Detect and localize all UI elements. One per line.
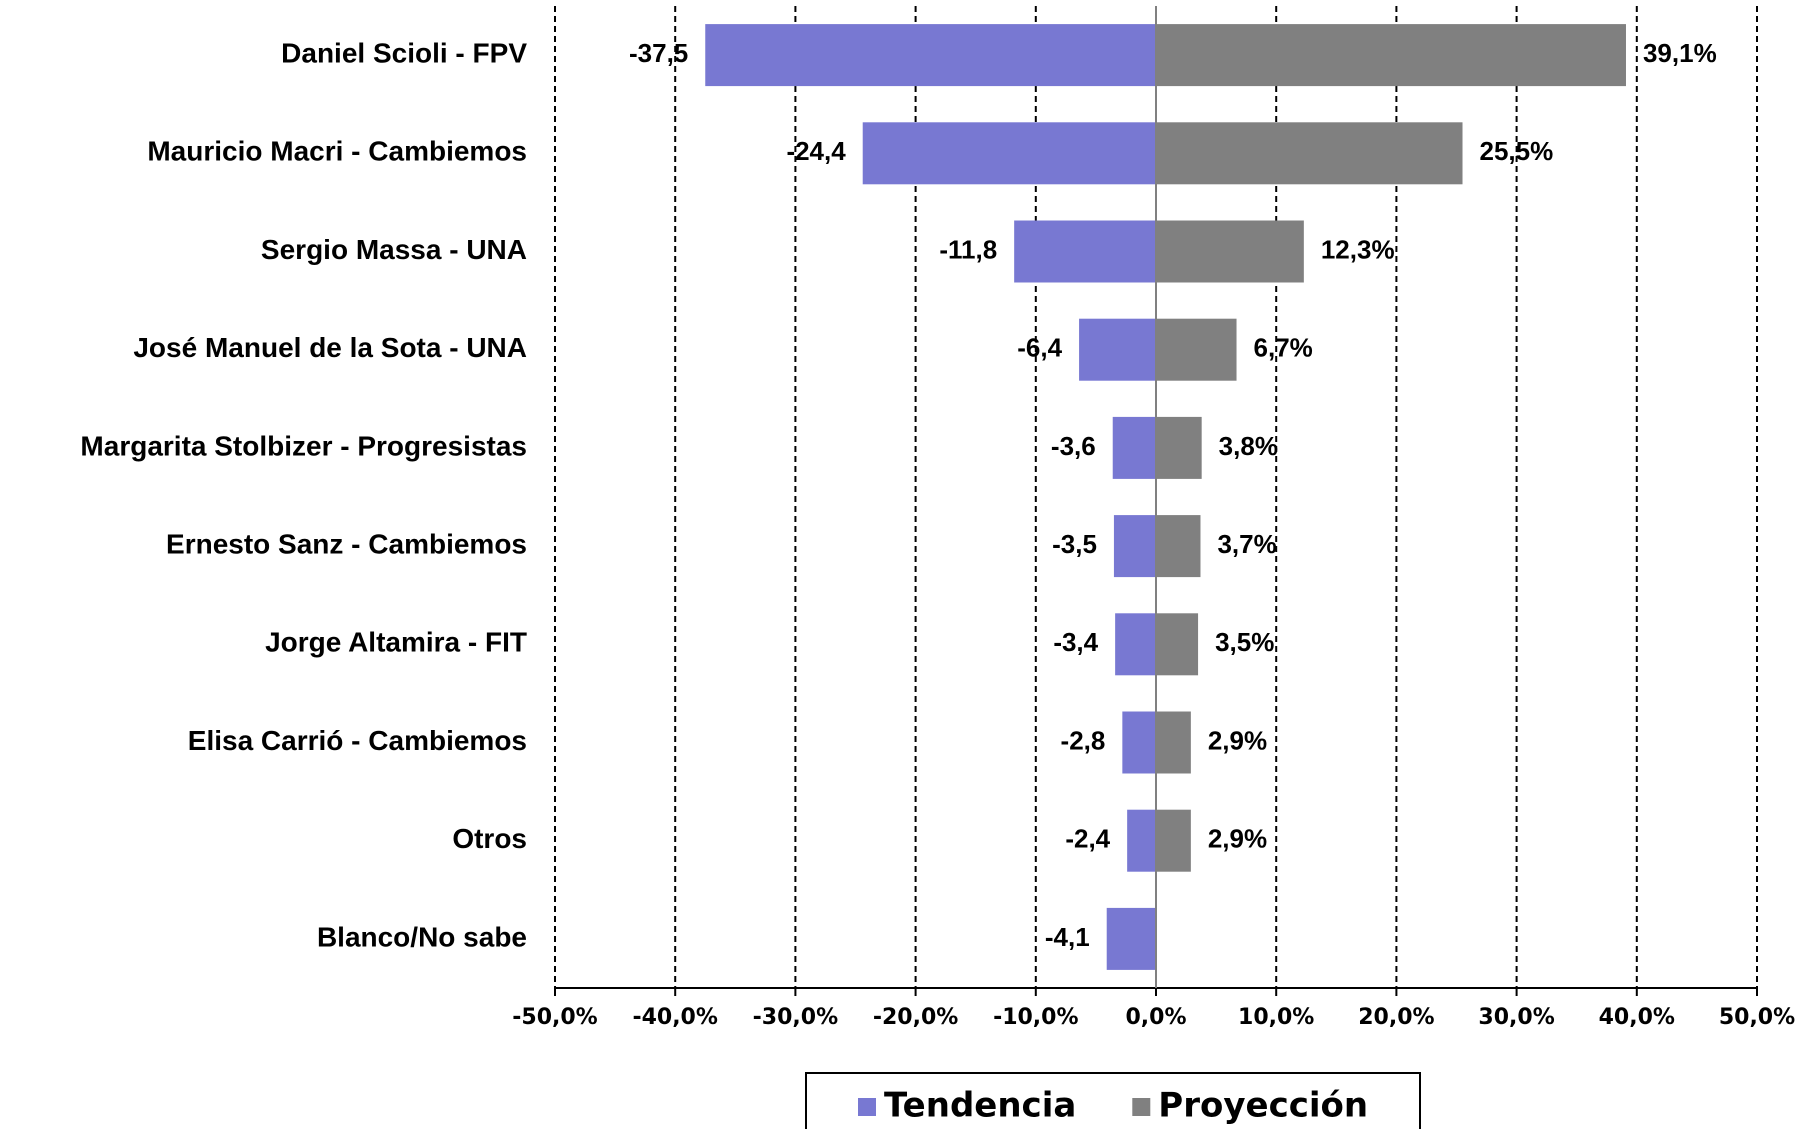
data-label: -11,8 [939,234,997,264]
bar [1156,318,1237,381]
bar [705,24,1156,87]
bar [1014,220,1156,283]
data-label: 2,9% [1208,725,1267,755]
legend-swatch [1132,1098,1151,1116]
x-tick-label: 0,0% [1125,1005,1186,1030]
data-label: 39,1% [1643,38,1717,68]
data-label: -2,4 [1065,824,1110,854]
category-label: Jorge Altamira - FIT [265,627,527,658]
category-label: Sergio Massa - UNA [261,234,527,265]
data-label: -3,4 [1053,627,1098,657]
data-label: 3,5% [1215,627,1274,657]
bar [1156,809,1191,872]
bar [1156,24,1626,87]
category-label: Ernesto Sanz - Cambiemos [166,528,527,559]
x-tick-label: 10,0% [1238,1005,1314,1030]
x-tick-label: -50,0% [512,1005,597,1030]
bar [1079,318,1156,381]
category-label: José Manuel de la Sota - UNA [133,332,527,363]
data-label: 3,8% [1219,431,1278,461]
x-tick-label: 50,0% [1719,1005,1795,1030]
data-label: -6,4 [1017,333,1062,363]
bar [1115,613,1156,676]
legend-box [805,1072,1421,1129]
data-label: -3,6 [1051,431,1096,461]
bar [1156,711,1191,774]
x-tick-label: -20,0% [873,1005,958,1030]
bar [1156,122,1463,185]
bar [1156,613,1199,676]
data-label: -3,5 [1052,529,1097,559]
x-tick-label: -10,0% [993,1005,1078,1030]
bar [1156,220,1304,283]
legend-label: Tendencia [884,1086,1076,1126]
category-label: Otros [452,823,527,854]
data-label: 2,9% [1208,824,1267,854]
bar [1122,711,1156,774]
bar [1106,907,1156,970]
data-label: -2,8 [1061,725,1106,755]
category-label: Blanco/No sabe [317,921,527,952]
category-label: Margarita Stolbizer - Progresistas [80,430,527,461]
category-label: Mauricio Macri - Cambiemos [147,136,527,167]
bar [1156,515,1201,578]
bar [1127,809,1156,872]
category-label: Daniel Scioli - FPV [281,37,527,68]
data-label: 6,7% [1254,333,1313,363]
category-label: Elisa Carrió - Cambiemos [188,725,527,756]
bar [1156,416,1202,479]
data-label: 12,3% [1321,234,1395,264]
bar [862,122,1156,185]
data-label: -24,4 [786,136,846,166]
data-label: 3,7% [1217,529,1276,559]
bar [1112,416,1156,479]
x-tick-label: 30,0% [1478,1005,1554,1030]
legend-swatch [858,1098,876,1116]
x-tick-label: -30,0% [753,1005,838,1030]
data-label: 25,5% [1480,136,1554,166]
data-label: -37,5 [629,38,688,68]
x-tick-label: -40,0% [632,1005,717,1030]
x-tick-label: 20,0% [1358,1005,1434,1030]
data-label: -4,1 [1045,922,1090,952]
legend-label: Proyección [1158,1086,1368,1126]
x-tick-label: 40,0% [1599,1005,1675,1030]
bar [1113,515,1156,578]
